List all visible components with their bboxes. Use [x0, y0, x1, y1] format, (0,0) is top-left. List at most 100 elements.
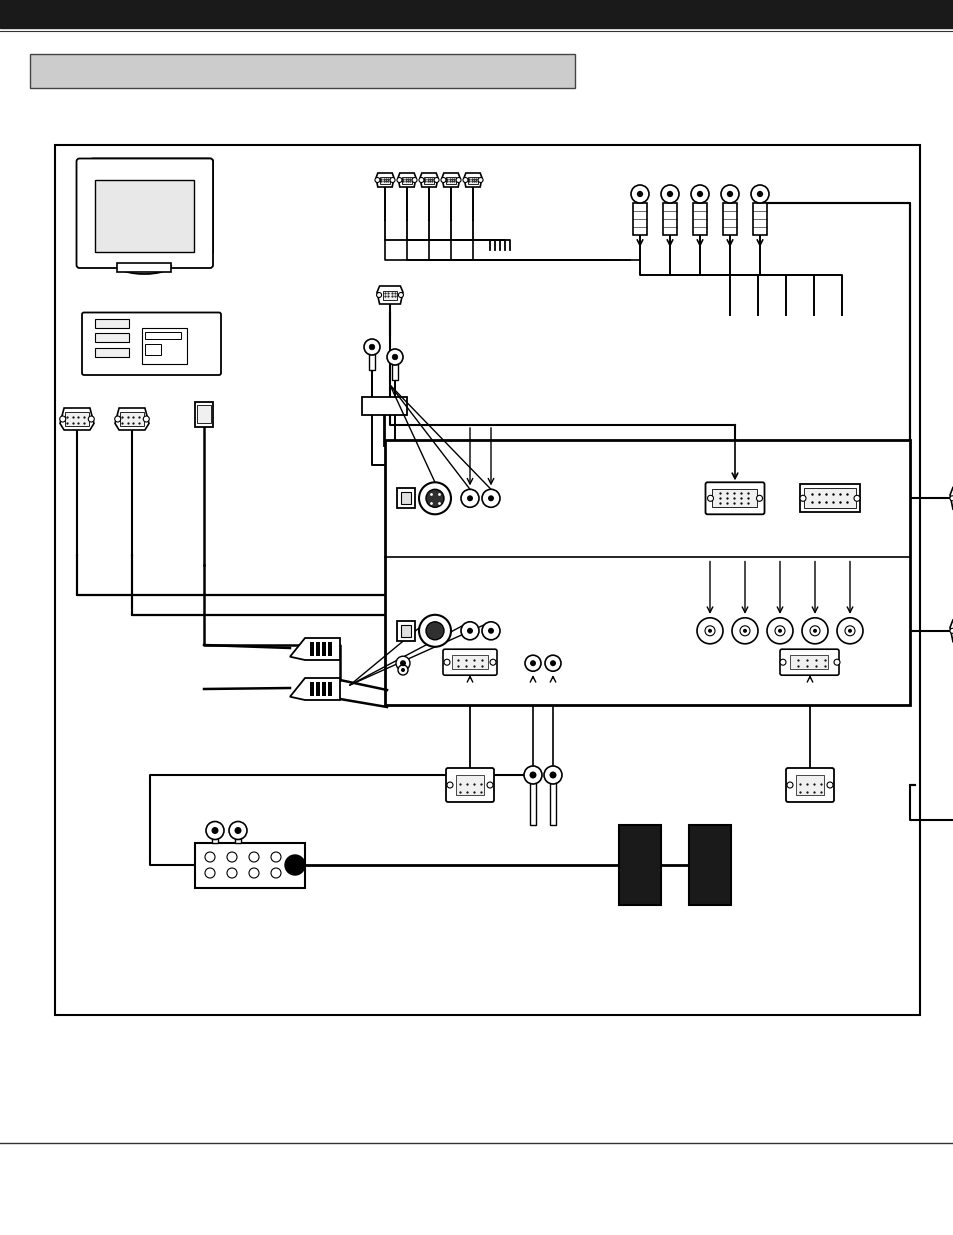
Circle shape	[271, 868, 281, 878]
Circle shape	[543, 766, 561, 784]
Polygon shape	[463, 173, 481, 186]
Circle shape	[443, 659, 450, 666]
Circle shape	[801, 618, 827, 643]
Circle shape	[387, 350, 402, 366]
Circle shape	[530, 661, 536, 666]
Bar	[396, 488, 415, 509]
Circle shape	[720, 185, 739, 203]
Circle shape	[844, 626, 854, 636]
Bar	[145, 332, 181, 338]
Bar	[392, 364, 397, 380]
Polygon shape	[441, 173, 459, 186]
Circle shape	[756, 495, 761, 501]
Bar	[688, 825, 730, 905]
Circle shape	[800, 495, 805, 501]
Circle shape	[704, 626, 714, 636]
Bar	[315, 683, 319, 695]
Circle shape	[696, 191, 702, 198]
Bar	[712, 489, 757, 508]
Circle shape	[742, 629, 746, 632]
Circle shape	[114, 416, 121, 422]
Circle shape	[637, 191, 642, 198]
Circle shape	[524, 656, 540, 671]
Circle shape	[481, 621, 499, 640]
Bar	[328, 642, 332, 656]
Circle shape	[440, 178, 445, 183]
Bar	[310, 683, 314, 695]
Bar	[117, 263, 172, 272]
Bar	[692, 203, 706, 235]
Circle shape	[460, 621, 478, 640]
Circle shape	[477, 178, 482, 183]
Circle shape	[412, 178, 416, 183]
Bar	[94, 348, 129, 357]
Circle shape	[418, 615, 451, 647]
Circle shape	[426, 621, 443, 640]
Circle shape	[467, 495, 473, 501]
Polygon shape	[60, 408, 94, 430]
Polygon shape	[290, 638, 339, 659]
Circle shape	[731, 618, 758, 643]
Bar	[633, 203, 646, 235]
FancyBboxPatch shape	[785, 768, 833, 802]
Bar	[445, 177, 456, 184]
Circle shape	[89, 416, 94, 422]
Circle shape	[486, 782, 493, 788]
Circle shape	[726, 191, 733, 198]
Circle shape	[756, 191, 762, 198]
Circle shape	[234, 827, 241, 834]
FancyBboxPatch shape	[82, 312, 221, 375]
Bar	[385, 440, 909, 705]
Polygon shape	[397, 173, 416, 186]
FancyBboxPatch shape	[780, 650, 838, 676]
Circle shape	[836, 618, 862, 643]
Bar	[142, 329, 188, 364]
Bar	[196, 405, 211, 424]
Circle shape	[390, 178, 395, 183]
Bar	[662, 203, 677, 235]
Bar	[30, 54, 575, 88]
Circle shape	[774, 626, 784, 636]
Bar	[194, 842, 305, 888]
Bar	[423, 177, 434, 184]
Circle shape	[690, 185, 708, 203]
Circle shape	[853, 495, 859, 501]
Bar	[328, 683, 332, 695]
Circle shape	[249, 868, 258, 878]
Bar	[234, 829, 241, 842]
Circle shape	[456, 178, 460, 183]
Bar	[120, 412, 144, 426]
Circle shape	[778, 629, 781, 632]
Circle shape	[826, 782, 832, 788]
Circle shape	[229, 821, 247, 840]
Polygon shape	[419, 173, 437, 186]
Circle shape	[205, 868, 214, 878]
Circle shape	[364, 338, 379, 354]
Polygon shape	[376, 287, 402, 304]
Circle shape	[426, 489, 443, 508]
Circle shape	[418, 483, 451, 514]
Bar	[322, 683, 326, 695]
Bar	[400, 625, 411, 637]
Circle shape	[271, 852, 281, 862]
Circle shape	[740, 626, 749, 636]
FancyBboxPatch shape	[705, 483, 763, 514]
FancyBboxPatch shape	[90, 158, 213, 254]
FancyBboxPatch shape	[446, 768, 494, 802]
Circle shape	[630, 185, 648, 203]
Circle shape	[523, 766, 541, 784]
Circle shape	[206, 821, 224, 840]
Bar	[94, 333, 129, 342]
Bar	[322, 642, 326, 656]
Circle shape	[707, 495, 713, 501]
FancyBboxPatch shape	[442, 650, 497, 676]
Circle shape	[549, 772, 556, 778]
Polygon shape	[290, 678, 339, 700]
Circle shape	[467, 627, 473, 634]
Bar	[94, 179, 193, 252]
Circle shape	[529, 772, 536, 778]
Circle shape	[707, 629, 711, 632]
Circle shape	[399, 661, 406, 666]
Circle shape	[369, 345, 375, 350]
Polygon shape	[375, 173, 394, 186]
